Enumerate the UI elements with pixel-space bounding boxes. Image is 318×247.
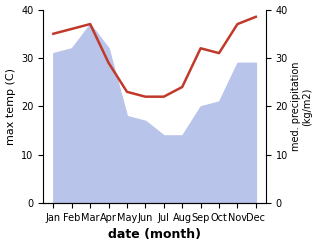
Y-axis label: max temp (C): max temp (C) xyxy=(5,68,16,145)
X-axis label: date (month): date (month) xyxy=(108,228,201,242)
Y-axis label: med. precipitation
(kg/m2): med. precipitation (kg/m2) xyxy=(291,62,313,151)
